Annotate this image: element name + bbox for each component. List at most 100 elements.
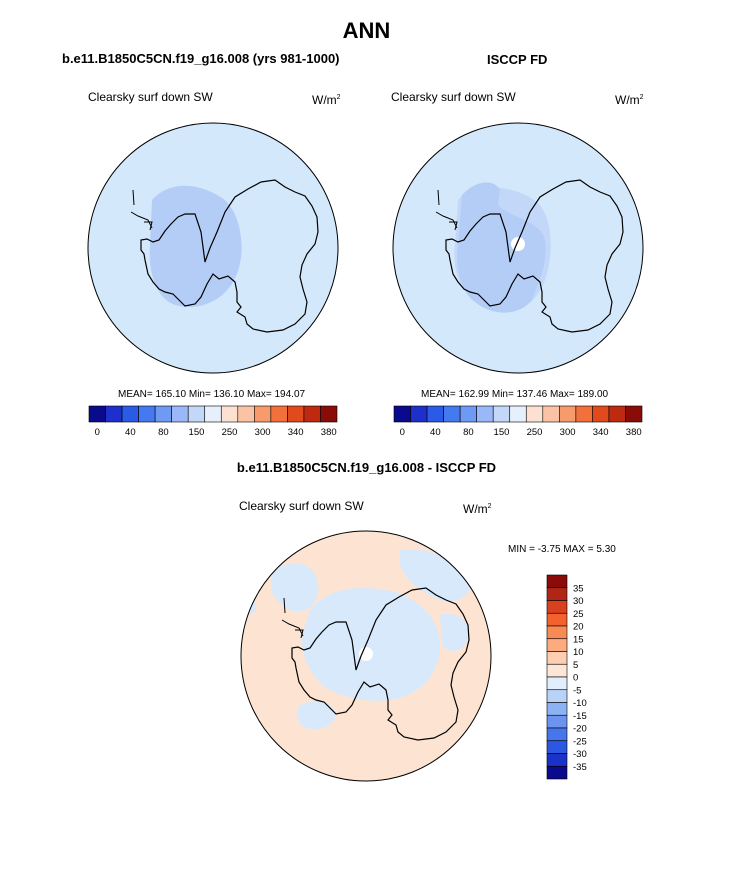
- right-colorbar: 0 40 80 150 250 300 340 380: [393, 405, 643, 438]
- right-colorbar-box: [476, 405, 494, 423]
- right-colorbar-box: [492, 405, 511, 423]
- right-colorbar-label: 250: [527, 427, 543, 438]
- diff-colorbar-box: [546, 625, 568, 640]
- left-colorbar-label: 250: [222, 427, 238, 438]
- right-colorbar-box: [608, 405, 626, 423]
- diff-colorbar-label: 35: [573, 583, 584, 594]
- diff-panel-units: W/m2: [463, 502, 492, 516]
- left-colorbar-box: [138, 405, 156, 423]
- diff-colorbar-box: [546, 587, 568, 601]
- diff-map-negative-region-northwest: [270, 563, 319, 612]
- left-colorbar-box: [220, 405, 239, 423]
- right-colorbar-box: [426, 405, 444, 423]
- diff-colorbar-label: 30: [573, 596, 584, 607]
- diff-map-negative-region-northeast: [400, 549, 471, 602]
- left-colorbar-box: [171, 405, 189, 423]
- left-colorbar-box: [121, 405, 139, 423]
- right-colorbar-box: [459, 405, 477, 423]
- left-panel-title: b.e11.B1850C5CN.f19_g16.008 (yrs 981-100…: [62, 51, 340, 66]
- left-colorbar-label: 300: [255, 427, 271, 438]
- left-colorbar-label: 40: [125, 427, 136, 438]
- diff-map-negative-region-southwest: [297, 700, 336, 730]
- right-colorbar-box: [542, 405, 560, 423]
- diff-colorbar-label: -5: [573, 685, 581, 696]
- right-colorbar-label: 380: [626, 427, 642, 438]
- right-polar-map: [392, 122, 644, 374]
- diff-panel-title: b.e11.B1850C5CN.f19_g16.008 - ISCCP FD: [236, 460, 497, 475]
- right-colorbar-box: [525, 405, 544, 423]
- figure-title: ANN: [342, 18, 391, 43]
- diff-map-border: [240, 530, 492, 782]
- diff-colorbar-label: -15: [573, 711, 587, 722]
- right-colorbar-label: 40: [430, 427, 441, 438]
- diff-map-negative-region-east: [440, 613, 469, 651]
- diff-colorbar-label: 5: [573, 660, 578, 671]
- right-panel-variable-label: Clearsky surf down SW: [391, 90, 516, 104]
- right-colorbar-label: 80: [463, 427, 474, 438]
- left-map-border: [87, 122, 339, 374]
- diff-colorbar-label: 25: [573, 609, 584, 620]
- left-map-region-mid: [149, 185, 242, 307]
- left-panel-variable-label: Clearsky surf down SW: [88, 90, 213, 104]
- diff-colorbar-label: -10: [573, 698, 587, 709]
- diff-colorbar-box: [546, 638, 568, 652]
- diff-panel-minmax: MIN = -3.75 MAX = 5.30: [508, 544, 616, 555]
- left-panel-stats: MEAN= 165.10 Min= 136.10 Max= 194.07: [118, 389, 306, 400]
- right-colorbar-box: [625, 405, 643, 423]
- left-panel-units: W/m2: [312, 93, 341, 107]
- right-colorbar-label: 300: [560, 427, 576, 438]
- right-colorbar-box: [443, 405, 461, 423]
- left-colorbar-box: [187, 405, 206, 423]
- diff-colorbar-label: 20: [573, 622, 584, 633]
- left-colorbar-box: [237, 405, 255, 423]
- left-polar-map: [87, 122, 339, 374]
- diff-colorbar-box: [546, 574, 568, 589]
- right-colorbar-box: [410, 405, 428, 423]
- right-map-border: [392, 122, 644, 374]
- right-colorbar-label: 0: [400, 427, 405, 438]
- diff-colorbar-box: [546, 714, 568, 729]
- diff-map-peninsula-islands: [281, 597, 304, 639]
- diff-panel-variable-label: Clearsky surf down SW: [239, 499, 364, 513]
- left-colorbar-label: 340: [288, 427, 304, 438]
- left-colorbar-box: [303, 405, 321, 423]
- left-colorbar-box: [254, 405, 272, 423]
- right-map-pole-hole: [511, 237, 525, 251]
- right-colorbar-box: [575, 405, 593, 423]
- difference-polar-map: [240, 530, 492, 782]
- diff-colorbar-box: [546, 753, 568, 767]
- right-colorbar-box: [592, 405, 610, 423]
- diff-colorbar-label: 0: [573, 673, 578, 684]
- left-colorbar-label: 380: [321, 427, 337, 438]
- left-colorbar-label: 150: [189, 427, 205, 438]
- right-colorbar-label: 150: [494, 427, 510, 438]
- left-colorbar-box: [270, 405, 288, 423]
- left-colorbar-box: [105, 405, 123, 423]
- left-colorbar-box: [88, 405, 106, 423]
- diff-colorbar-label: 10: [573, 647, 584, 658]
- right-panel-title: ISCCP FD: [487, 52, 548, 67]
- diff-colorbar-label: -35: [573, 762, 587, 773]
- left-colorbar-box: [154, 405, 172, 423]
- diff-colorbar-box: [546, 702, 568, 716]
- diff-colorbar-label: 15: [573, 634, 584, 645]
- diff-colorbar-box: [546, 600, 568, 614]
- diff-colorbar-label: -30: [573, 749, 587, 760]
- diff-colorbar-label: -20: [573, 724, 587, 735]
- diff-colorbar-box: [546, 612, 568, 627]
- diff-colorbar-box: [546, 765, 568, 780]
- diff-colorbar-label: -25: [573, 736, 587, 747]
- left-map-peninsula-islands: [130, 189, 153, 231]
- left-colorbar-label: 0: [95, 427, 100, 438]
- right-colorbar-label: 340: [593, 427, 609, 438]
- right-colorbar-box: [559, 405, 577, 423]
- left-colorbar-box: [287, 405, 305, 423]
- diff-map-pole-hole: [359, 647, 373, 661]
- right-colorbar-box: [393, 405, 411, 423]
- left-colorbar-label: 80: [158, 427, 169, 438]
- right-panel-stats: MEAN= 162.99 Min= 137.46 Max= 189.00: [421, 389, 609, 400]
- diff-colorbar-box: [546, 740, 568, 754]
- right-colorbar-box: [509, 405, 527, 423]
